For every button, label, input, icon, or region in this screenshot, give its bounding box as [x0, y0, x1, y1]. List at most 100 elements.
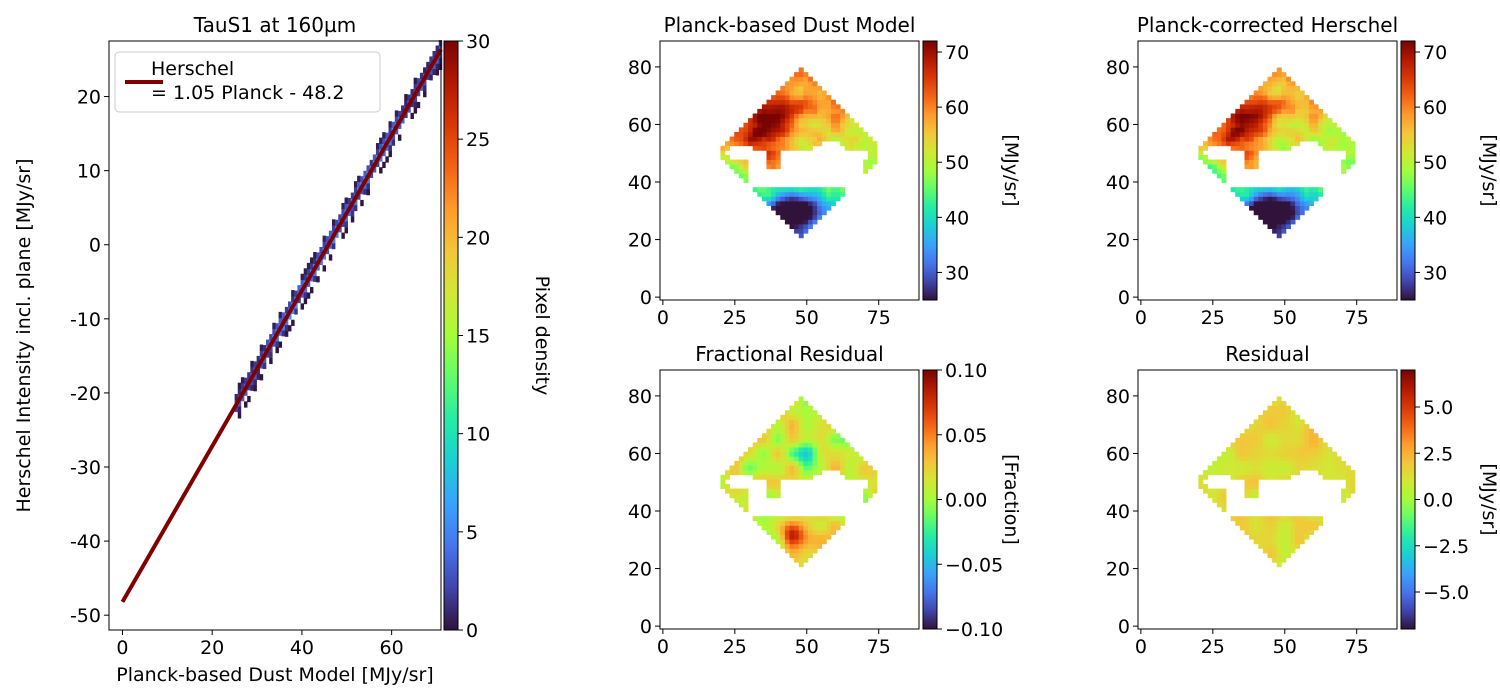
map-pixel — [1327, 131, 1333, 137]
map-pixel — [835, 442, 841, 448]
map-pixel — [757, 108, 763, 114]
map-pixel — [798, 465, 804, 471]
map-pixel — [803, 433, 809, 439]
density-cell — [357, 181, 361, 188]
map-pixel — [835, 118, 841, 124]
map-pixel — [780, 118, 786, 124]
map-pixel — [1258, 451, 1264, 457]
map-pixel — [1258, 191, 1264, 197]
map-pixel — [1285, 104, 1291, 110]
map-pixel — [1276, 530, 1282, 535]
map-pixel — [1290, 90, 1296, 96]
map-pixel — [734, 465, 740, 471]
map-pixel — [771, 113, 777, 119]
map-pixel — [743, 506, 749, 512]
density-cell — [300, 303, 305, 310]
density-cell — [250, 366, 254, 374]
map-pixel — [1198, 474, 1204, 480]
map-pixel — [1285, 131, 1291, 137]
map-pixel — [761, 433, 767, 439]
map-pixel — [1313, 451, 1319, 457]
map-pixel — [771, 451, 777, 457]
map-pixel — [1244, 474, 1250, 480]
map-pixel — [1322, 465, 1328, 471]
axes-frame — [108, 40, 442, 631]
map-pixel — [1262, 442, 1268, 448]
map-pixel — [1341, 131, 1347, 137]
density-cell — [266, 339, 270, 346]
density-cell — [429, 68, 433, 75]
map-pixel — [752, 187, 758, 193]
map-pixel — [1258, 539, 1264, 545]
map-pixel — [1253, 99, 1259, 105]
map-pixel — [863, 470, 869, 476]
map-pixel — [1276, 548, 1282, 554]
map-pixel — [1341, 145, 1347, 151]
map-pixel — [780, 136, 786, 142]
map-pixel — [798, 214, 804, 220]
map-pixel — [1322, 118, 1328, 124]
map-pixel — [798, 127, 804, 133]
map-pixel — [853, 127, 859, 133]
map-pixel — [1267, 548, 1273, 554]
map-pixel — [1299, 516, 1305, 522]
map-pixel — [798, 428, 804, 434]
map-pixel — [1244, 99, 1250, 105]
map-pixel — [830, 516, 836, 522]
colorbar-tick-label: −0.05 — [945, 554, 1003, 576]
map-pixel — [1221, 122, 1227, 128]
map-pixel — [1272, 553, 1278, 559]
map-pixel — [789, 516, 795, 522]
map-pixel — [761, 470, 767, 476]
map-pixel — [1198, 154, 1204, 160]
colorbar-tick-label: 0 — [466, 620, 478, 642]
density-cell — [253, 361, 257, 368]
map-pixel — [729, 141, 735, 147]
density-cell — [303, 297, 308, 305]
map-pixel — [1235, 131, 1241, 137]
map-pixel — [761, 118, 767, 124]
density-cell — [284, 330, 289, 337]
map-pixel — [1295, 85, 1301, 91]
colorbar — [1400, 40, 1416, 301]
map-pixel — [794, 428, 800, 434]
map-pixel — [1290, 465, 1296, 471]
map-pixel — [1285, 187, 1291, 193]
map-pixel — [803, 145, 809, 151]
map-pixel — [1272, 410, 1278, 416]
map-pixel — [780, 543, 786, 549]
map-pixel — [1239, 520, 1245, 526]
map-pixel — [853, 465, 859, 471]
map-pixel — [1221, 497, 1227, 503]
map-pixel — [1276, 233, 1282, 239]
map-pixel — [1281, 95, 1287, 101]
map-pixel — [1216, 131, 1222, 137]
map-pixel — [1235, 108, 1241, 114]
map-pixel — [1221, 164, 1227, 170]
map-pixel — [1253, 437, 1259, 443]
map-pixel — [1308, 99, 1314, 105]
map-pixel — [761, 122, 767, 128]
map-pixel — [1295, 530, 1301, 535]
map-pixel — [1281, 224, 1287, 230]
map-pixel — [1244, 493, 1250, 499]
map-pixel — [821, 516, 827, 522]
map-pixel — [803, 85, 809, 91]
map-pixel — [798, 401, 804, 407]
map-pixel — [1272, 474, 1278, 480]
map-pixel — [1249, 131, 1255, 137]
map-pixel — [798, 557, 804, 563]
map-pixel — [849, 118, 855, 124]
density-cell — [423, 91, 427, 98]
map-pixel — [1267, 419, 1273, 425]
density-cell — [435, 69, 440, 76]
map-pixel — [798, 67, 804, 73]
map-pixel — [1262, 456, 1268, 462]
map-pixel — [775, 196, 781, 202]
map-pixel — [1290, 131, 1296, 137]
map-pixel — [1258, 516, 1264, 522]
map-pixel — [1249, 159, 1255, 165]
map-pixel — [1322, 470, 1328, 476]
map-pixel — [798, 534, 804, 540]
map-pixel — [807, 127, 813, 133]
